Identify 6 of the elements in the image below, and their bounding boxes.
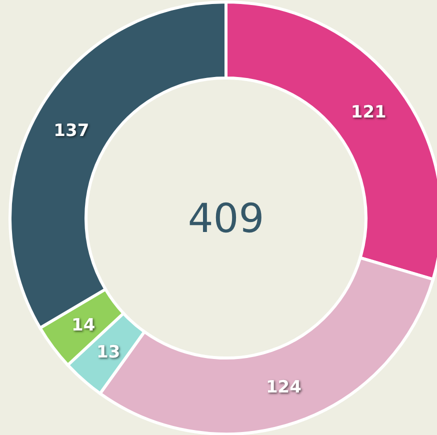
data-label: 121: [350, 102, 386, 122]
data-label: 13: [96, 342, 120, 363]
data-label: 14: [72, 315, 96, 336]
data-label: 137: [54, 120, 90, 141]
text: 409: [188, 196, 264, 242]
data-label: 124: [266, 377, 302, 398]
